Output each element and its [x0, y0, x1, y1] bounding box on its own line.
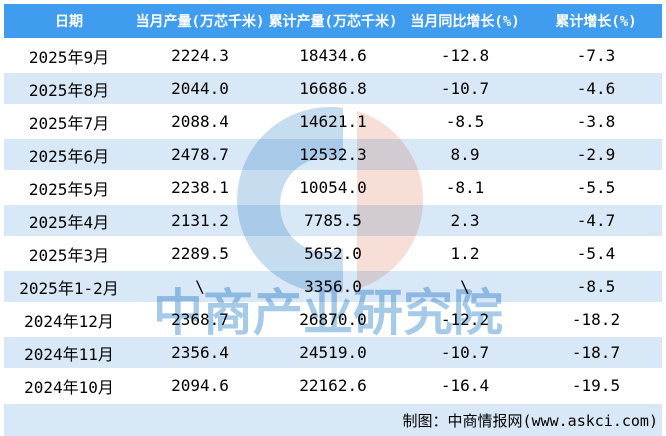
table-cell: 2289.5 [171, 244, 229, 263]
table-cell: -12.8 [440, 46, 490, 65]
table-row: 2024年12月 2368.7 26870.0 -12.2 -18.2 [4, 304, 662, 337]
table-cell: 2024年11月 [24, 344, 114, 364]
table-cell: 14621.1 [299, 112, 367, 131]
table-cell: 2025年7月 [28, 113, 110, 133]
table-cell: 7785.5 [304, 211, 362, 230]
table-cell: 2044.0 [171, 79, 229, 98]
table-row: 2025年7月 2088.4 14621.1 -8.5 -3.8 [4, 106, 662, 139]
table-cell: -3.8 [576, 112, 616, 131]
column-header-monthly-yoy-growth: 当月同比增长(%) [410, 14, 520, 30]
table-cell: 2088.4 [171, 112, 229, 131]
table-cell: -8.5 [576, 277, 616, 296]
table-cell: 26870.0 [299, 310, 367, 329]
table-cell: -8.5 [445, 112, 485, 131]
table-cell: 10054.0 [299, 178, 367, 197]
table-cell: \ [195, 277, 205, 296]
table-row: 2025年9月 2224.3 18434.6 -12.8 -7.3 [4, 40, 662, 73]
data-table: 日期 当月产量(万芯千米) 累计产量(万芯千米) 当月同比增长(%) 累计增长(… [4, 4, 662, 403]
credit-text: 制图：中商情报网(www.askci.com) [402, 411, 658, 430]
table-cell: 18434.6 [299, 46, 367, 65]
table-row: 2025年1-2月 \ 3356.0 \ -8.5 [4, 271, 662, 304]
column-header-cumulative-growth: 累计增长(%) [555, 14, 637, 30]
table-cell: 2131.2 [171, 211, 229, 230]
table-cell: -16.4 [440, 376, 490, 395]
table-cell: -4.6 [576, 79, 616, 98]
table-cell: 3356.0 [304, 277, 362, 296]
table-cell: -10.7 [440, 79, 490, 98]
table-row: 2025年5月 2238.1 10054.0 -8.1 -5.5 [4, 172, 662, 205]
table-row: 2025年6月 2478.7 12532.3 8.9 -2.9 [4, 139, 662, 172]
table-cell: 2025年1-2月 [19, 278, 119, 298]
table-cell: 2238.1 [171, 178, 229, 197]
table-cell: -19.5 [571, 376, 621, 395]
table-row: 2025年4月 2131.2 7785.5 2.3 -4.7 [4, 205, 662, 238]
table-cell: 2024年12月 [24, 311, 114, 331]
table-cell: 2024年10月 [24, 377, 114, 397]
table-cell: 2094.6 [171, 376, 229, 395]
table-cell: 2025年8月 [28, 80, 110, 100]
table-cell: -4.7 [576, 211, 616, 230]
table-cell: 5652.0 [304, 244, 362, 263]
column-header-cumulative-output: 累计产量(万芯千米) [268, 14, 398, 30]
table-cell: -10.7 [440, 343, 490, 362]
table-cell: 16686.8 [299, 79, 367, 98]
table-row: 2025年3月 2289.5 5652.0 1.2 -5.4 [4, 238, 662, 271]
table-cell: 2025年4月 [28, 212, 110, 232]
table-cell: -2.9 [576, 145, 616, 164]
table-cell: -7.3 [576, 46, 616, 65]
table-cell: 2025年6月 [28, 146, 110, 166]
table-cell: 24519.0 [299, 343, 367, 362]
column-header-monthly-output: 当月产量(万芯千米) [135, 14, 265, 30]
table-cell: -18.2 [571, 310, 621, 329]
table-cell: 8.9 [450, 145, 480, 164]
table-cell: 1.2 [450, 244, 480, 263]
table-cell: -8.1 [445, 178, 485, 197]
table-cell: 2478.7 [171, 145, 229, 164]
table-cell: -18.7 [571, 343, 621, 362]
table-row: 2024年10月 2094.6 22162.6 -16.4 -19.5 [4, 370, 662, 403]
table-cell: \ [460, 277, 470, 296]
table-cell: 2356.4 [171, 343, 229, 362]
table-row: 2024年11月 2356.4 24519.0 -10.7 -18.7 [4, 337, 662, 370]
column-header-date: 日期 [55, 14, 83, 30]
table-cell: 2025年9月 [28, 47, 110, 67]
table-header-row: 日期 当月产量(万芯千米) 累计产量(万芯千米) 当月同比增长(%) 累计增长(… [4, 4, 662, 40]
table-row: 2025年8月 2044.0 16686.8 -10.7 -4.6 [4, 73, 662, 106]
table-cell: -12.2 [440, 310, 490, 329]
table-cell: 2224.3 [171, 46, 229, 65]
footer-band: 制图：中商情报网(www.askci.com) [4, 404, 662, 436]
table-cell: 2025年3月 [28, 245, 110, 265]
table-cell: -5.5 [576, 178, 616, 197]
table-cell: 12532.3 [299, 145, 367, 164]
table-cell: -5.4 [576, 244, 616, 263]
table-body: 2025年9月 2224.3 18434.6 -12.8 -7.3 2025年8月 2044… [4, 40, 662, 403]
table-cell: 2.3 [450, 211, 480, 230]
table-cell: 2025年5月 [28, 179, 110, 199]
table-cell: 22162.6 [299, 376, 367, 395]
table-cell: 2368.7 [171, 310, 229, 329]
